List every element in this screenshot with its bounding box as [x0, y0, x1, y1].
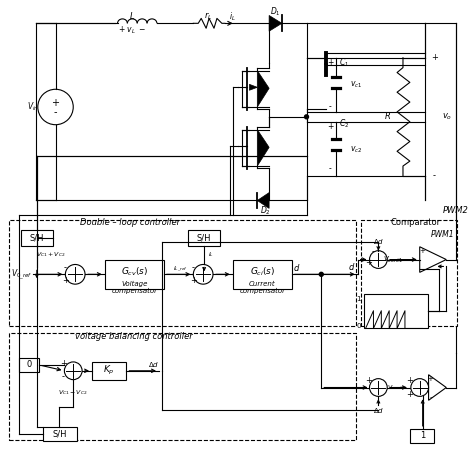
Text: R: R [384, 112, 390, 121]
Text: +: + [52, 98, 60, 108]
Text: $D_1$: $D_1$ [270, 5, 281, 18]
Text: compensator: compensator [111, 288, 157, 294]
Circle shape [305, 115, 309, 119]
Polygon shape [257, 70, 269, 107]
Text: $\Delta d$: $\Delta d$ [373, 237, 384, 246]
Text: $v_{c1}$: $v_{c1}$ [349, 79, 362, 90]
Text: $I_L$: $I_L$ [208, 250, 214, 259]
Text: -: - [54, 107, 57, 117]
Text: $G_{ci}(s)$: $G_{ci}(s)$ [249, 265, 275, 277]
Text: compensator: compensator [239, 288, 285, 294]
Text: $V_{cont2}$: $V_{cont2}$ [387, 383, 405, 392]
Text: voltage balancing controller: voltage balancing controller [75, 332, 193, 341]
Circle shape [65, 265, 85, 284]
Text: $V_{cont1}$: $V_{cont1}$ [383, 255, 403, 265]
Text: +: + [62, 276, 69, 285]
Text: $V_{C1}+V_{C2}$: $V_{C1}+V_{C2}$ [36, 250, 65, 259]
Text: $C_1$: $C_1$ [339, 57, 349, 69]
Text: +: + [406, 376, 413, 385]
Bar [233, 260, 292, 289]
Text: PWM2: PWM2 [442, 206, 468, 215]
Text: -: - [62, 372, 65, 381]
Text: $V_{in}$: $V_{in}$ [27, 101, 39, 113]
Text: d: d [348, 263, 354, 272]
Text: 1: 1 [420, 431, 425, 440]
Bar [361, 220, 457, 326]
Text: $r_L$: $r_L$ [204, 11, 212, 22]
Text: $V_{C1}-V_{C2}$: $V_{C1}-V_{C2}$ [58, 388, 88, 397]
Text: -: - [192, 263, 195, 272]
Text: -: - [429, 394, 432, 400]
Text: $D_2$: $D_2$ [260, 204, 271, 217]
Polygon shape [249, 85, 257, 90]
Text: S/H: S/H [52, 429, 67, 438]
Circle shape [64, 362, 82, 380]
Text: +: + [190, 276, 197, 285]
Bar [364, 294, 428, 329]
Circle shape [38, 89, 73, 125]
Text: Voltage: Voltage [121, 281, 147, 287]
Text: +: + [431, 53, 438, 62]
Text: 0: 0 [27, 361, 32, 369]
Text: 1: 1 [356, 296, 361, 302]
Bar [92, 362, 127, 380]
Text: +: + [428, 376, 434, 382]
Text: $G_{cv}(s)$: $G_{cv}(s)$ [120, 265, 148, 277]
Circle shape [411, 379, 428, 396]
Text: $V_{0\_ref}$: $V_{0\_ref}$ [11, 267, 33, 282]
Text: d: d [294, 264, 300, 273]
Polygon shape [257, 130, 269, 166]
Bar [188, 230, 220, 246]
Text: $\Delta d$: $\Delta d$ [373, 406, 384, 414]
Text: $K_p$: $K_p$ [103, 364, 115, 377]
Text: +: + [327, 58, 333, 67]
Text: S/H: S/H [197, 234, 211, 242]
Circle shape [370, 379, 387, 396]
Bar [43, 427, 77, 441]
Text: S/H: S/H [29, 234, 44, 242]
Text: -: - [329, 165, 331, 174]
Text: -: - [372, 247, 375, 256]
Bar [21, 230, 53, 246]
Text: Current: Current [249, 281, 275, 287]
Polygon shape [257, 192, 269, 208]
Bar [9, 333, 356, 440]
Text: +: + [60, 359, 67, 368]
Text: L: L [130, 12, 135, 21]
Text: $v_{c2}$: $v_{c2}$ [349, 144, 362, 154]
Text: +: + [365, 258, 372, 267]
Text: +: + [365, 376, 372, 385]
Text: Comparator: Comparator [390, 218, 440, 227]
Text: $v_o$: $v_o$ [442, 112, 452, 122]
Circle shape [319, 272, 323, 276]
Polygon shape [269, 16, 282, 31]
Text: 0: 0 [356, 324, 361, 329]
Bar [105, 260, 164, 289]
Text: +: + [419, 248, 426, 254]
Text: +: + [327, 122, 333, 131]
Text: -: - [421, 266, 424, 272]
Circle shape [370, 251, 387, 268]
Text: $\Delta d$: $\Delta d$ [148, 361, 160, 369]
Text: Double – loop controller: Double – loop controller [80, 218, 180, 227]
Text: -: - [64, 263, 67, 272]
Text: -: - [329, 102, 331, 112]
Bar [410, 429, 435, 443]
Text: +: + [406, 390, 413, 399]
Text: $C_2$: $C_2$ [339, 117, 349, 130]
Circle shape [193, 265, 213, 284]
Bar [19, 358, 39, 372]
Text: $+\ v_L\ -$: $+\ v_L\ -$ [118, 25, 146, 36]
Bar [9, 220, 356, 326]
Text: -: - [433, 171, 436, 181]
Text: PWM1: PWM1 [430, 230, 454, 239]
Text: $i_L$: $i_L$ [229, 10, 236, 23]
Text: $I_{L\_ref}$: $I_{L\_ref}$ [173, 264, 188, 273]
